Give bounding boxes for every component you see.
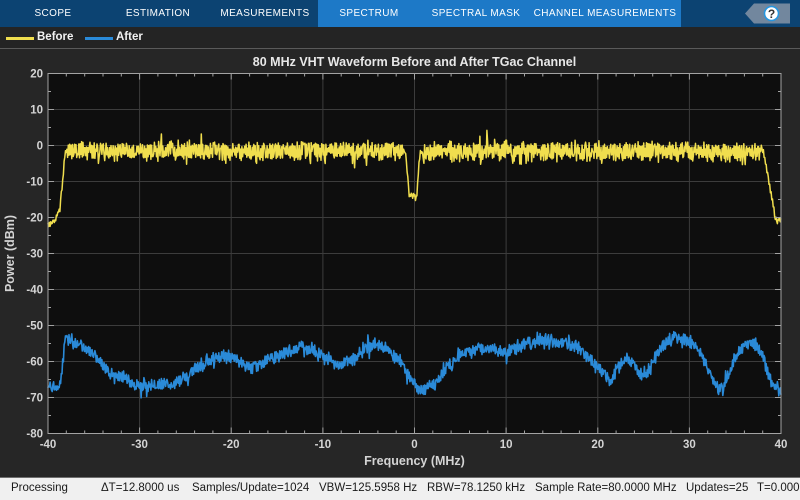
svg-text:-60: -60 <box>26 357 43 369</box>
svg-text:-10: -10 <box>26 177 43 189</box>
svg-text:30: 30 <box>683 439 696 451</box>
svg-text:?: ? <box>768 7 775 21</box>
svg-text:Frequency (MHz): Frequency (MHz) <box>364 454 465 468</box>
svg-text:80 MHz VHT Waveform Before and: 80 MHz VHT Waveform Before and After TGa… <box>253 55 576 69</box>
svg-text:-10: -10 <box>315 439 332 451</box>
svg-text:-20: -20 <box>223 439 240 451</box>
svg-text:10: 10 <box>30 105 43 117</box>
svg-text:-30: -30 <box>26 249 43 261</box>
svg-text:20: 20 <box>30 69 43 81</box>
svg-text:10: 10 <box>500 439 513 451</box>
svg-text:Power (dBm): Power (dBm) <box>3 215 17 292</box>
svg-text:0: 0 <box>37 141 43 153</box>
svg-text:-40: -40 <box>26 285 43 297</box>
svg-text:-50: -50 <box>26 321 43 333</box>
svg-text:40: 40 <box>775 439 788 451</box>
svg-text:-80: -80 <box>26 429 43 441</box>
svg-text:0: 0 <box>411 439 417 451</box>
svg-text:-70: -70 <box>26 393 43 405</box>
svg-text:-40: -40 <box>40 439 57 451</box>
svg-text:-30: -30 <box>131 439 148 451</box>
svg-text:20: 20 <box>591 439 604 451</box>
svg-text:-20: -20 <box>26 213 43 225</box>
